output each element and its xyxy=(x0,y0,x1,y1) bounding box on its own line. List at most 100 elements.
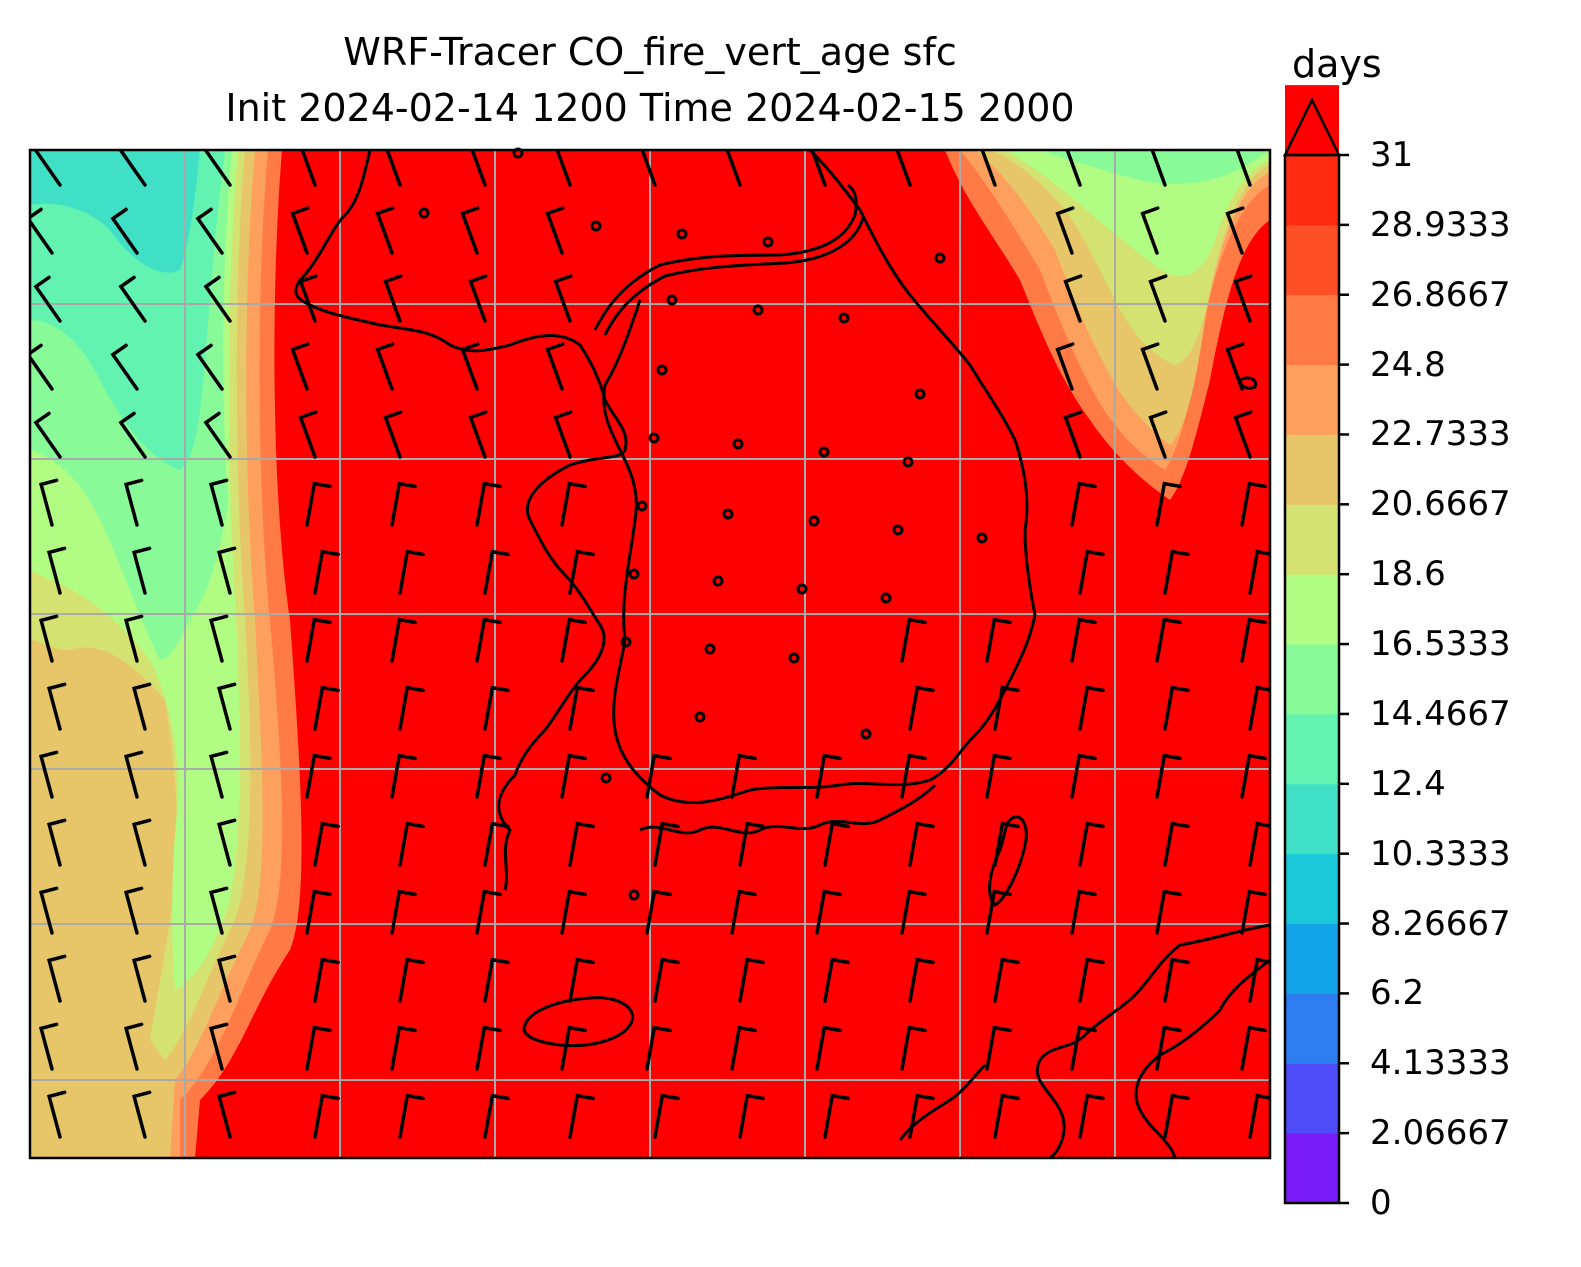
wind-barb xyxy=(1248,957,1270,1003)
wind-barb xyxy=(195,207,224,255)
wind-barb xyxy=(216,1090,237,1139)
wind-barb xyxy=(1248,549,1270,595)
wind-barb xyxy=(483,1093,510,1139)
wind-barb xyxy=(1163,549,1190,595)
station-circles xyxy=(418,147,988,901)
wind-barb xyxy=(483,549,510,595)
wind-barb xyxy=(208,614,229,663)
wind-barb xyxy=(131,954,152,1003)
wind-barb xyxy=(1225,206,1245,255)
station-circle xyxy=(880,592,892,604)
wind-barb xyxy=(298,410,318,459)
wind-barb xyxy=(123,886,144,935)
wind-barb xyxy=(980,150,997,187)
colorbar-tick-label: 4.13333 xyxy=(1370,1043,1511,1084)
colorbar xyxy=(1282,85,1349,1205)
station-circle xyxy=(796,583,808,595)
wind-barb xyxy=(1233,410,1253,459)
wind-barb xyxy=(208,478,229,527)
station-circle xyxy=(628,568,640,580)
station-circle xyxy=(648,432,660,444)
station-circle xyxy=(860,728,872,740)
wind-barb xyxy=(110,343,139,391)
wind-barb xyxy=(1078,549,1105,595)
colorbar-band xyxy=(1285,1133,1339,1204)
wind-barb xyxy=(208,750,229,799)
wind-barb xyxy=(390,1025,417,1071)
wind-barb xyxy=(298,274,318,323)
border-china-nkorea xyxy=(593,183,858,331)
wind-barb xyxy=(815,889,842,935)
wind-barb xyxy=(1150,150,1167,187)
wind-barb xyxy=(1248,1093,1270,1139)
wind-barb xyxy=(390,753,417,799)
station-circle xyxy=(934,252,946,264)
wind-barb xyxy=(908,957,935,1003)
wind-barb xyxy=(131,818,152,867)
wind-barb xyxy=(468,274,488,323)
wind-barb xyxy=(46,546,67,595)
wind-barb xyxy=(305,753,332,799)
wind-barb xyxy=(568,957,595,1003)
wind-barb xyxy=(33,411,62,459)
wind-barb xyxy=(38,478,59,527)
colorbar-tick-label: 2.06667 xyxy=(1370,1113,1511,1154)
colorbar-tick-label: 16.5333 xyxy=(1370,624,1511,665)
colorbar-tick-label: 8.26667 xyxy=(1370,903,1511,944)
wind-barb xyxy=(30,343,54,391)
wind-barb xyxy=(1070,889,1097,935)
station-circle xyxy=(590,220,602,232)
wind-barb xyxy=(1055,342,1075,391)
wind-barb xyxy=(475,753,502,799)
wind-barb xyxy=(305,617,332,663)
wind-barb xyxy=(216,818,237,867)
wind-barb xyxy=(810,150,827,187)
wind-barb xyxy=(900,753,927,799)
colorbar-tick-label: 26.8667 xyxy=(1370,274,1511,315)
wind-barb xyxy=(640,150,657,187)
station-circle xyxy=(808,515,820,527)
wind-barb xyxy=(460,342,480,391)
wind-barb xyxy=(475,481,502,527)
wind-barb xyxy=(1140,206,1160,255)
wind-barb xyxy=(46,954,67,1003)
wind-barb xyxy=(46,818,67,867)
wind-barb xyxy=(560,617,587,663)
wind-barb xyxy=(645,753,672,799)
colorbar-tick-label: 28.9333 xyxy=(1370,204,1511,245)
wind-barb xyxy=(483,957,510,1003)
station-circle xyxy=(666,294,678,306)
wind-barb xyxy=(1063,410,1083,459)
wind-barb xyxy=(131,682,152,731)
coast-jeju xyxy=(522,996,634,1048)
wind-barb xyxy=(1070,753,1097,799)
wind-barb xyxy=(908,685,935,731)
wind-barb xyxy=(823,1093,850,1139)
wind-barb xyxy=(123,614,144,663)
wind-barb xyxy=(560,1025,587,1071)
wind-barb xyxy=(216,682,237,731)
wind-barb xyxy=(110,207,139,255)
wind-barb xyxy=(398,549,425,595)
wind-barb xyxy=(38,614,59,663)
station-circle xyxy=(656,364,668,376)
station-circle xyxy=(902,456,914,468)
wind-barb xyxy=(985,753,1012,799)
wind-barb xyxy=(1148,274,1168,323)
wind-barb xyxy=(123,750,144,799)
wind-barb xyxy=(908,821,935,867)
wind-barb xyxy=(725,150,742,187)
wind-barb xyxy=(460,206,480,255)
wind-barb xyxy=(468,410,488,459)
wind-barb xyxy=(131,1090,152,1139)
wind-barb xyxy=(568,1093,595,1139)
wind-barb xyxy=(568,549,595,595)
wind-barb xyxy=(375,342,395,391)
wind-barb xyxy=(1240,617,1267,663)
wind-barb xyxy=(483,821,510,867)
wind-barb xyxy=(895,150,912,187)
colorbar-band xyxy=(1285,713,1339,785)
wind-barb xyxy=(1155,1025,1182,1071)
coast-tsushima xyxy=(988,815,1028,907)
